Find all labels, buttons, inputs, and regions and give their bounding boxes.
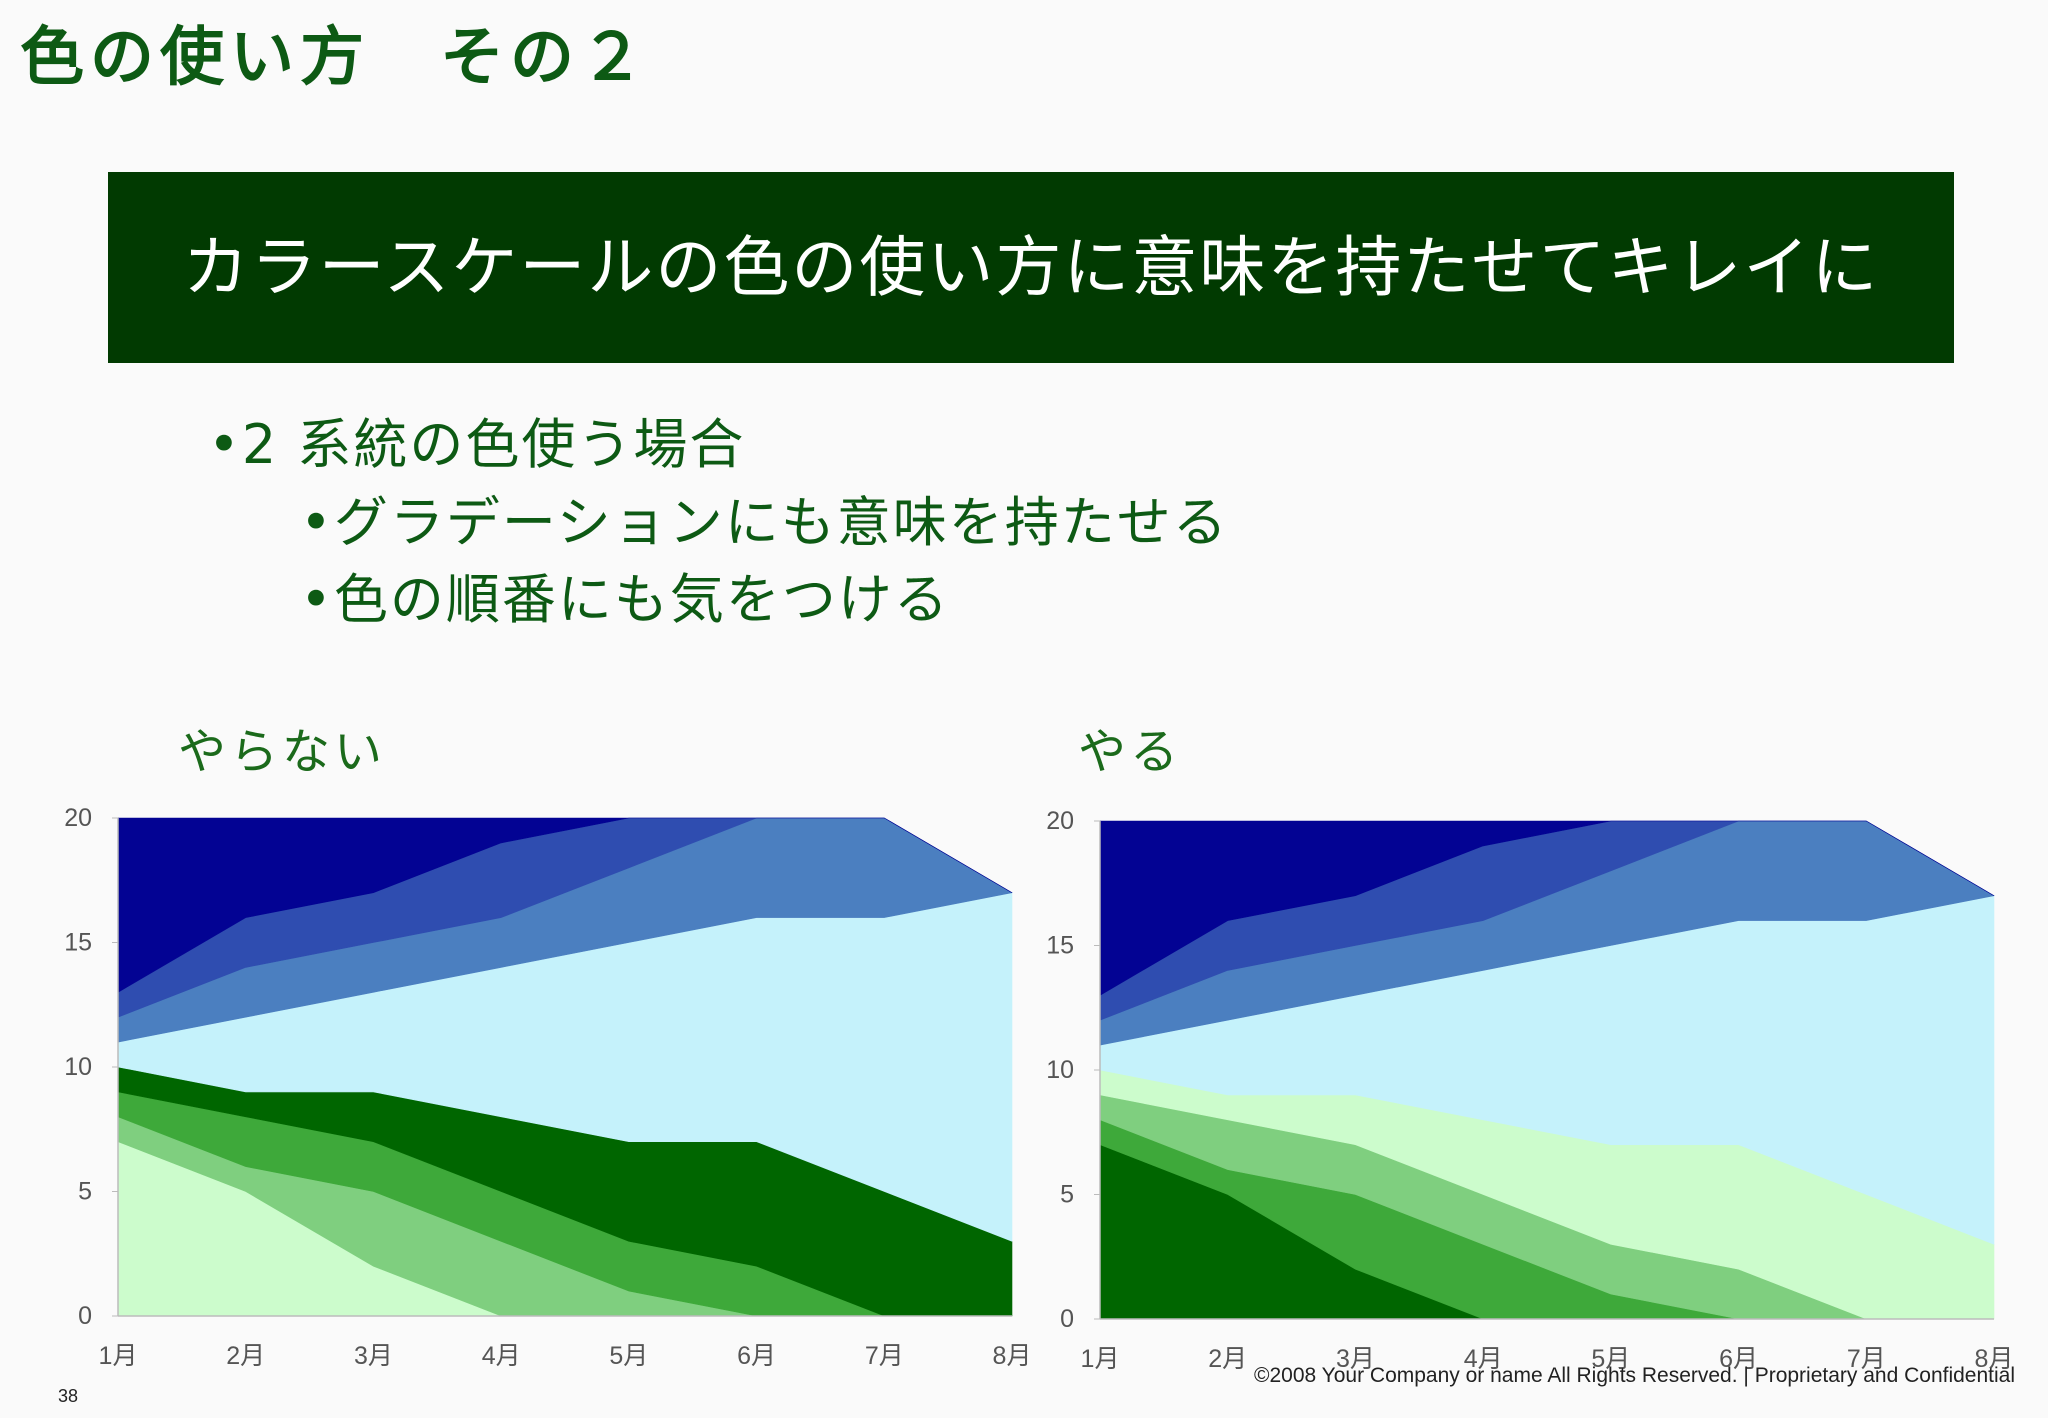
x-tick-label: 5月 (609, 1342, 648, 1370)
stacked-area-chart-1: 0 5 10 15 20 1月 2月 3月 4月 5月 6月 7月 8月 (64, 804, 1031, 1370)
slide-title: 色の使い方 その２ (20, 21, 650, 95)
x-tick-label: 4月 (482, 1342, 521, 1370)
bullet-item: •色の順番にも気をつける (300, 568, 950, 631)
y-tick-label: 0 (78, 1302, 92, 1330)
headline-banner: カラースケールの色の使い方に意味を持たせてキレイに (108, 172, 1954, 363)
x-tick-label: 8月 (993, 1342, 1032, 1370)
x-tick-label: 6月 (737, 1342, 776, 1370)
x-tick-label: 7月 (1847, 1345, 1886, 1373)
stacked-area-chart-2: 0 5 10 15 20 1月 2月 3月 4月 5月 6月 7月 8月 (1046, 807, 2013, 1373)
x-tick-label: 3月 (354, 1342, 393, 1370)
bullet-item: •2 系統の色使う場合 (208, 413, 746, 476)
x-tick-label: 6月 (1719, 1345, 1758, 1373)
y-tick-label: 5 (1060, 1181, 1074, 1209)
headline-text: カラースケールの色の使い方に意味を持たせてキレイに (182, 228, 1880, 306)
area-series-8 (117, 817, 1013, 993)
x-tick-label: 1月 (99, 1342, 138, 1370)
y-tick-label: 20 (64, 804, 92, 832)
x-tick-label: 3月 (1336, 1345, 1375, 1373)
y-tick-label: 15 (1046, 932, 1074, 960)
page-number: 38 (58, 1386, 79, 1406)
y-tick-label: 5 (78, 1178, 92, 1206)
x-tick-label: 2月 (226, 1342, 265, 1370)
bullet-item: •グラデーションにも意味を持たせる (300, 491, 1229, 554)
x-tick-label: 8月 (1975, 1345, 2014, 1373)
y-tick-label: 10 (64, 1053, 92, 1081)
x-tick-label: 2月 (1208, 1345, 1247, 1373)
label-do: やる (1078, 724, 1183, 780)
footer-copyright: ©2008 Your Company or name All Rights Re… (1254, 1364, 2016, 1387)
x-tick-label: 7月 (865, 1342, 904, 1370)
x-tick-label: 5月 (1591, 1345, 1630, 1373)
y-tick-label: 15 (64, 929, 92, 957)
area-series-8 (1099, 820, 1995, 996)
y-tick-label: 20 (1046, 807, 1074, 835)
y-tick-label: 0 (1060, 1305, 1074, 1333)
label-dont: やらない (178, 724, 387, 780)
y-tick-label: 10 (1046, 1056, 1074, 1084)
x-tick-label: 4月 (1464, 1345, 1503, 1373)
x-tick-label: 1月 (1081, 1345, 1120, 1373)
